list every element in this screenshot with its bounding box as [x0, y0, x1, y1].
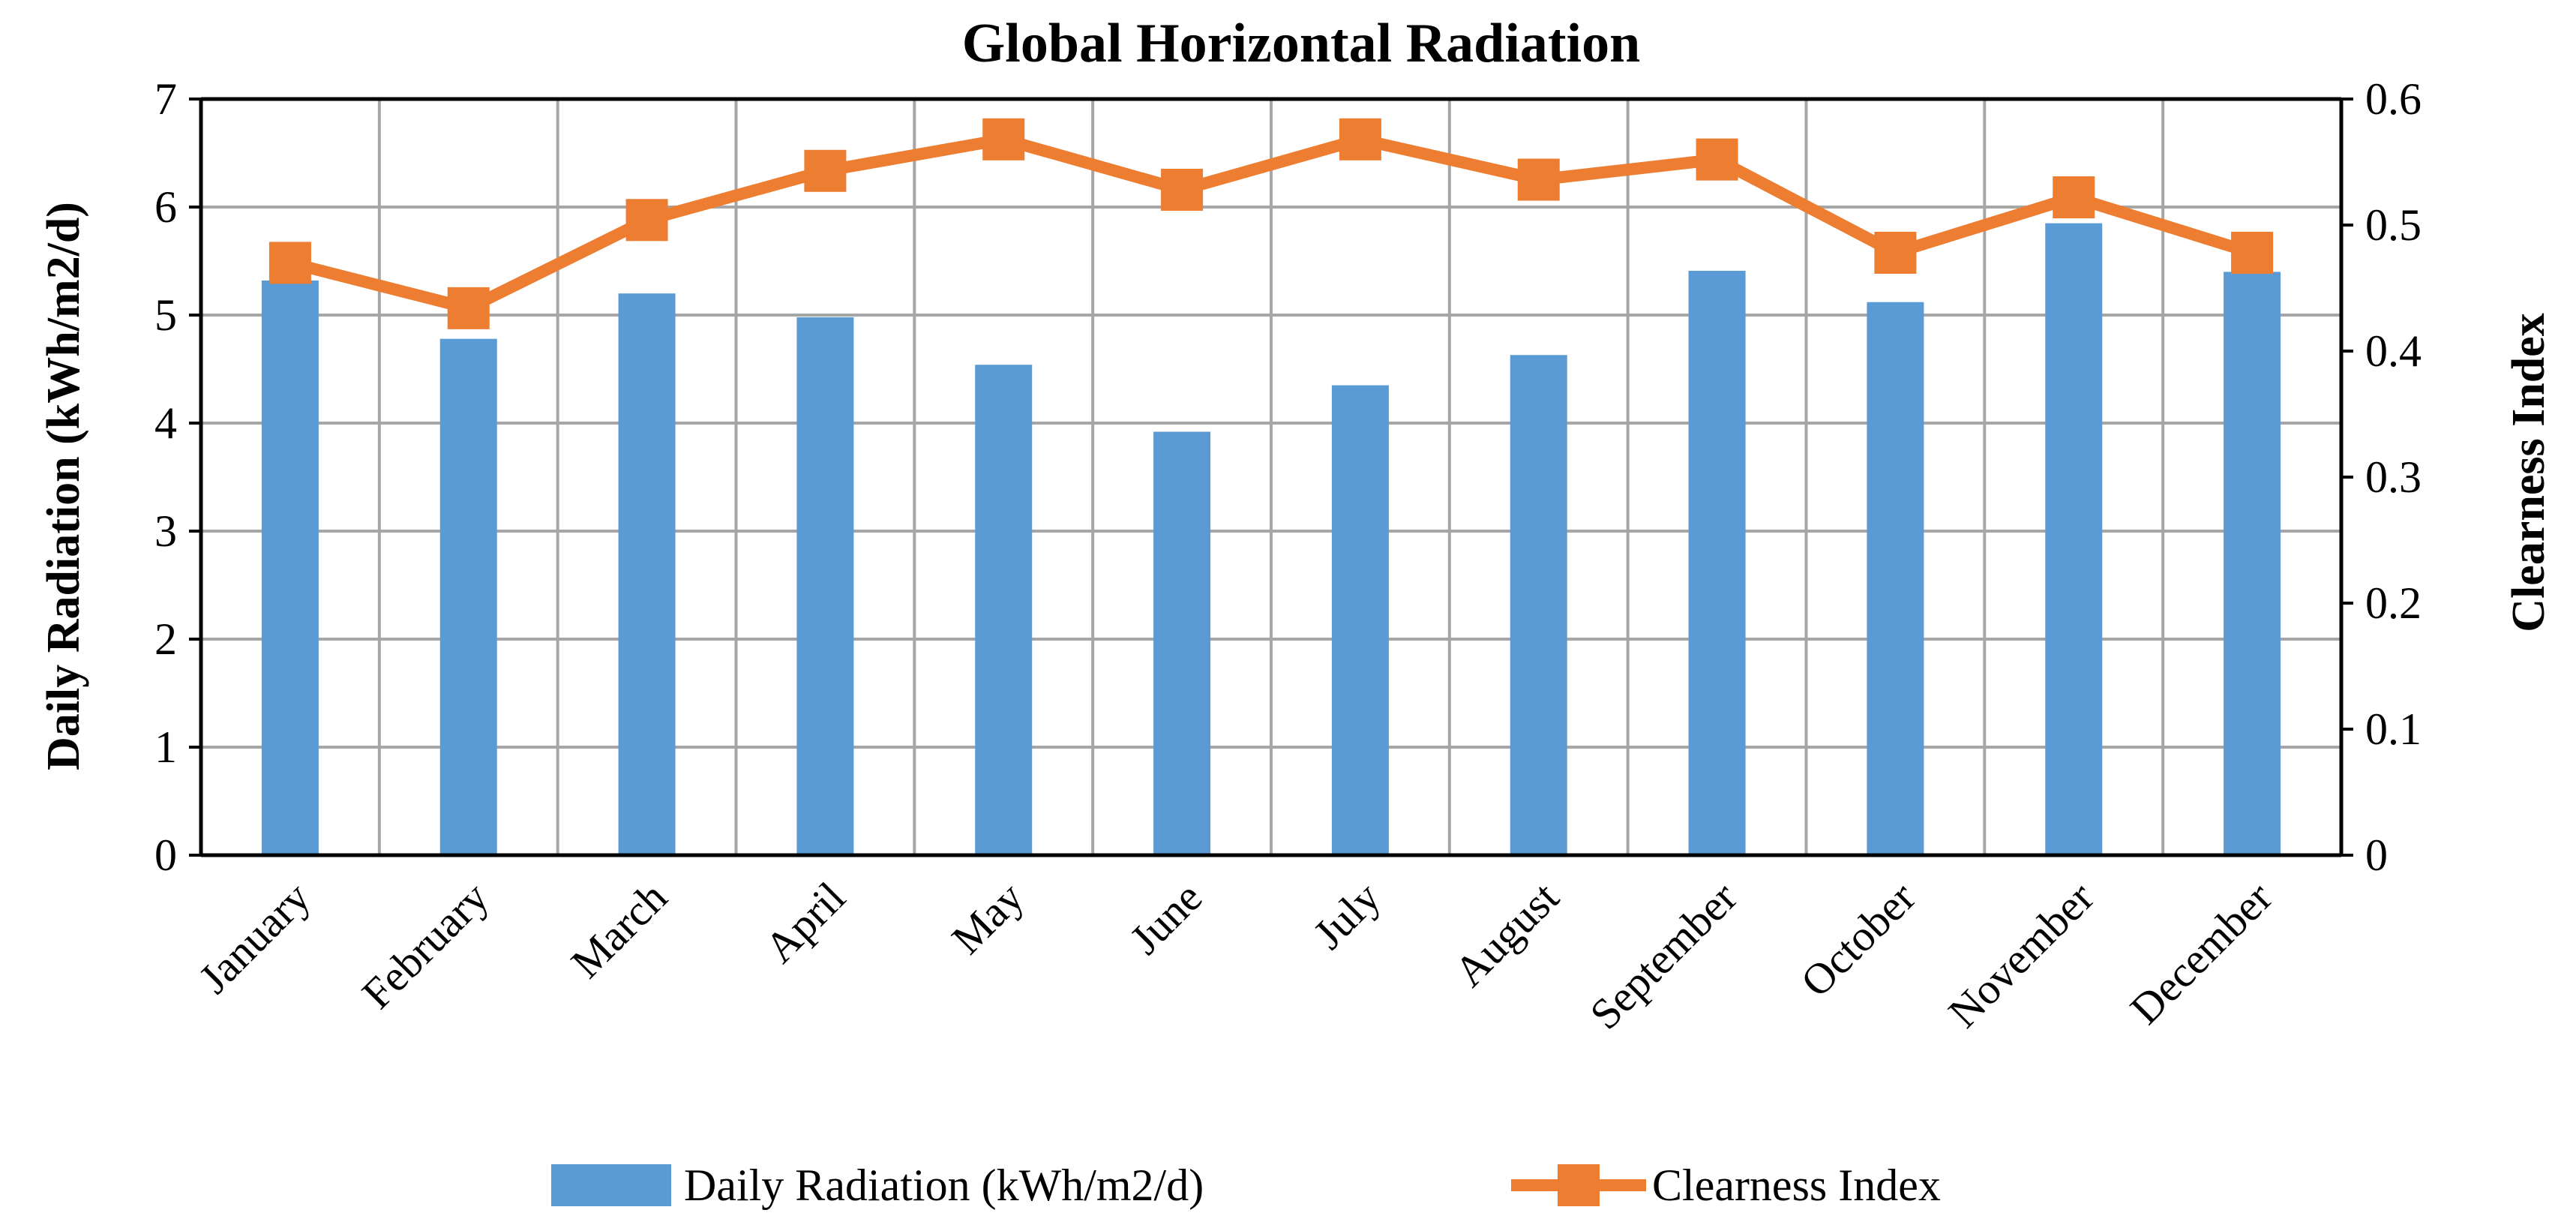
marker-february — [447, 287, 490, 329]
marker-may — [982, 118, 1025, 161]
left-axis-title: Daily Radiation (kWh/m2/d) — [38, 202, 89, 770]
right-tick-label: 0.4 — [2365, 326, 2422, 376]
category-label-december: December — [2121, 872, 2281, 1033]
category-label-august: August — [1444, 872, 1567, 995]
legend: Daily Radiation (kWh/m2/d) Clearness Ind… — [551, 1160, 1941, 1210]
marker-march — [625, 199, 668, 242]
left-axis-ticks: 0 1 2 3 4 5 6 7 — [154, 74, 201, 880]
clearness-index-line — [288, 133, 2254, 314]
bar-november — [2045, 223, 2103, 856]
left-tick-label: 2 — [154, 614, 177, 664]
marker-november — [2053, 176, 2095, 219]
bar-june — [1153, 431, 1211, 855]
right-tick-label: 0.2 — [2365, 578, 2422, 628]
category-label-july: July — [1304, 872, 1390, 958]
right-axis-ticks: 0 0.1 0.2 0.3 0.4 0.5 0.6 — [2341, 74, 2422, 880]
marker-august — [1517, 158, 1560, 201]
legend-bar-swatch — [551, 1164, 671, 1206]
left-tick-label: 6 — [154, 182, 177, 232]
right-tick-label: 0.1 — [2365, 704, 2422, 754]
marker-december — [2231, 231, 2274, 274]
bar-july — [1331, 385, 1389, 855]
legend-line-marker — [1558, 1164, 1600, 1206]
category-label-march: March — [562, 872, 676, 987]
right-tick-label: 0.6 — [2365, 74, 2422, 124]
category-label-november: November — [1939, 872, 2103, 1037]
left-tick-label: 0 — [154, 830, 177, 880]
right-axis-title: Clearness Index — [2503, 313, 2554, 632]
marker-july — [1339, 118, 1381, 161]
legend-bar-label: Daily Radiation (kWh/m2/d) — [684, 1160, 1204, 1210]
right-tick-label: 0 — [2365, 830, 2388, 880]
bar-february — [439, 338, 497, 855]
left-tick-label: 1 — [154, 722, 177, 772]
bar-march — [618, 293, 676, 855]
bar-series — [261, 223, 2281, 856]
bar-september — [1688, 270, 1746, 856]
line-series — [268, 118, 2274, 329]
category-label-october: October — [1792, 872, 1925, 1006]
gridlines — [199, 98, 2343, 857]
category-label-september: September — [1580, 872, 1746, 1038]
left-tick-label: 5 — [154, 290, 177, 340]
bar-january — [261, 280, 319, 855]
marker-september — [1696, 138, 1738, 181]
marker-october — [1874, 231, 1917, 274]
right-tick-label: 0.5 — [2365, 200, 2422, 250]
bar-december — [2224, 272, 2281, 855]
bar-august — [1510, 355, 1567, 855]
marker-june — [1161, 168, 1204, 211]
left-tick-label: 7 — [154, 74, 177, 124]
category-label-may: May — [942, 872, 1033, 963]
left-tick-label: 4 — [154, 398, 177, 448]
category-label-april: April — [755, 872, 855, 972]
bar-may — [975, 365, 1033, 855]
left-tick-label: 3 — [154, 506, 177, 556]
bar-april — [796, 317, 854, 855]
category-label-june: June — [1120, 872, 1211, 963]
category-label-january: January — [190, 872, 320, 1003]
bar-october — [1867, 302, 1924, 856]
marker-january — [268, 242, 311, 284]
category-label-february: February — [352, 872, 498, 1018]
right-tick-label: 0.3 — [2365, 452, 2422, 502]
legend-line-label: Clearness Index — [1652, 1160, 1941, 1210]
chart-title: Global Horizontal Radiation — [962, 13, 1641, 74]
marker-april — [804, 149, 847, 192]
category-labels: January February March April May June July Augu… — [190, 872, 2282, 1038]
